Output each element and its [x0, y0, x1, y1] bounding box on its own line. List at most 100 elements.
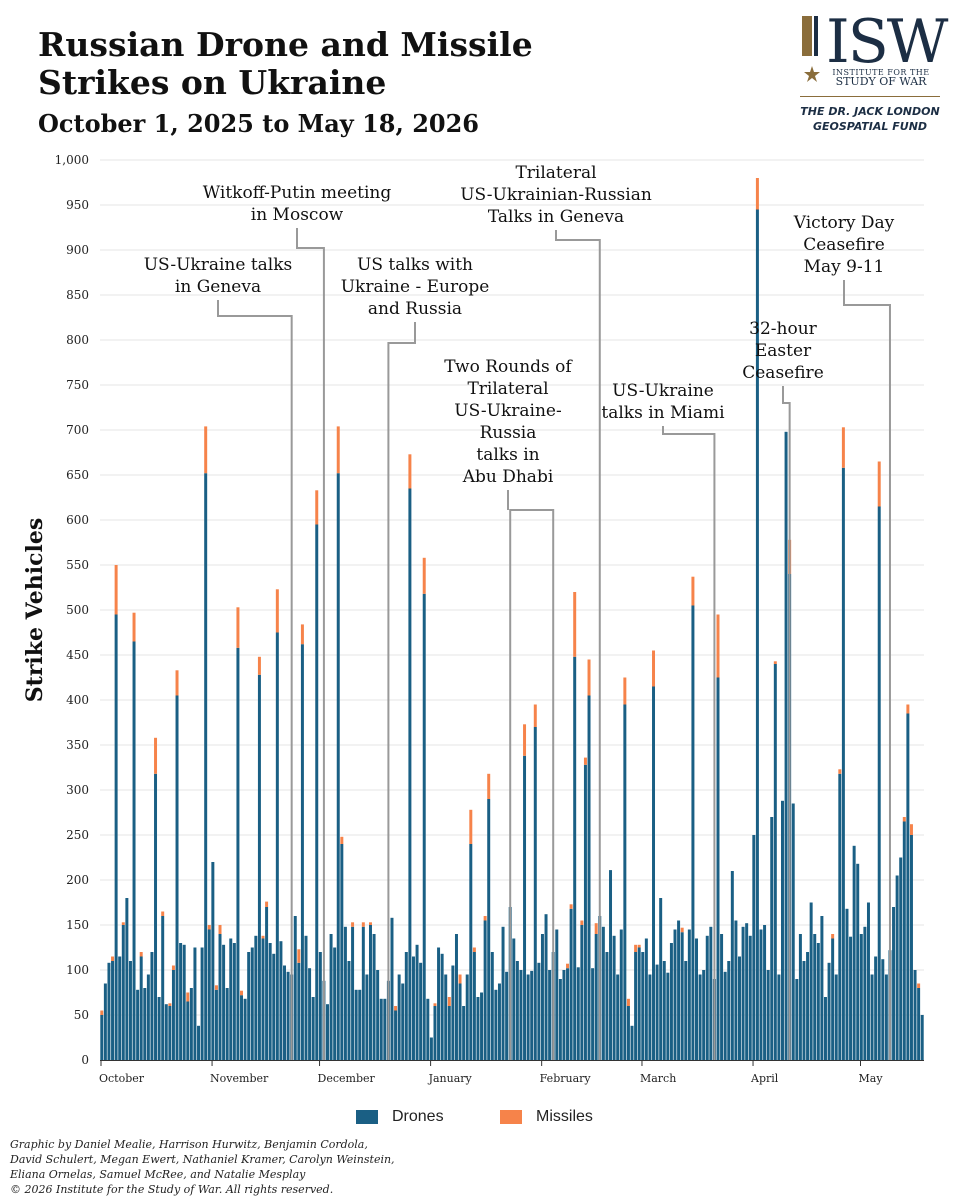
bar-drones	[497, 983, 501, 1060]
logo-fund-text: THE DR. JACK LONDON GEOSPATIAL FUND	[800, 105, 940, 133]
bar-missiles	[236, 607, 240, 648]
bar-drones	[583, 764, 587, 1060]
bar-drones	[802, 961, 806, 1060]
y-tick-label: 50	[74, 1008, 89, 1022]
bar-missiles	[594, 923, 598, 934]
bar-drones	[899, 857, 903, 1060]
bar-drones	[920, 1015, 924, 1060]
bar-drones	[655, 964, 659, 1060]
legend-swatch-drones	[356, 1110, 378, 1124]
bar-missiles	[315, 490, 319, 525]
bar-drones	[354, 989, 358, 1060]
bar-missiles	[433, 1003, 437, 1006]
bar-drones	[849, 936, 853, 1060]
annotation-line	[662, 426, 716, 1060]
bar-drones	[566, 968, 570, 1060]
bar-drones	[161, 916, 165, 1060]
y-tick-label: 300	[66, 783, 89, 797]
page-subtitle: October 1, 2025 to May 18, 2026	[38, 109, 479, 138]
bar-missiles	[408, 454, 412, 489]
y-tick-label: 250	[66, 828, 89, 842]
bar-drones	[268, 943, 272, 1060]
bar-drones	[261, 938, 265, 1060]
bar-drones	[748, 935, 752, 1060]
bar-drones	[820, 916, 824, 1060]
bar-drones	[866, 902, 870, 1060]
bar-drones	[573, 656, 577, 1060]
bar-drones	[641, 952, 645, 1060]
bar-drones	[816, 943, 820, 1060]
bar-drones	[340, 844, 344, 1060]
y-tick-label: 450	[66, 648, 89, 662]
bar-drones	[626, 1006, 630, 1060]
bar-drones	[472, 952, 476, 1060]
bar-drones	[537, 962, 541, 1060]
bar-drones	[150, 952, 154, 1060]
bar-missiles	[472, 947, 476, 952]
bar-drones	[118, 956, 122, 1060]
y-tick-label: 200	[66, 873, 89, 887]
bar-drones	[555, 929, 559, 1060]
bar-drones	[197, 1025, 201, 1060]
bar-missiles	[487, 773, 491, 799]
bar-drones	[558, 979, 562, 1060]
bar-drones	[623, 704, 627, 1060]
annotation-line	[217, 300, 293, 1060]
bar-drones	[705, 935, 709, 1060]
legend-label-drones: Drones	[392, 1108, 444, 1125]
bar-missiles	[207, 925, 211, 930]
bar-drones	[881, 959, 885, 1060]
x-tick-label: December	[318, 1072, 376, 1085]
bar-drones	[591, 968, 595, 1060]
bar-drones	[874, 956, 878, 1060]
annotation-line	[296, 228, 325, 1060]
bar-drones	[652, 686, 656, 1060]
y-tick-label: 950	[66, 198, 89, 212]
bar-drones	[168, 1006, 172, 1060]
bar-drones	[469, 844, 473, 1060]
bar-drones	[279, 941, 283, 1060]
bar-drones	[214, 989, 218, 1060]
bar-drones	[365, 974, 369, 1060]
bar-missiles	[154, 737, 158, 774]
y-tick-label: 600	[66, 513, 89, 527]
bar-drones	[490, 952, 494, 1060]
bar-missiles	[361, 922, 365, 927]
bar-missiles	[422, 557, 426, 594]
bar-drones	[716, 677, 720, 1060]
bar-drones	[107, 962, 111, 1060]
bar-missiles	[566, 963, 570, 969]
bar-missiles	[637, 944, 641, 948]
bar-drones	[540, 934, 544, 1060]
bar-drones	[569, 908, 573, 1060]
bar-drones	[182, 944, 186, 1060]
bar-drones	[759, 929, 763, 1060]
bar-missiles	[841, 427, 845, 468]
bar-drones	[763, 925, 767, 1060]
bar-drones	[687, 929, 691, 1060]
bar-drones	[368, 925, 372, 1060]
chart-legend: Drones Missiles	[0, 1106, 960, 1128]
bar-drones	[480, 992, 484, 1060]
bar-drones	[358, 989, 362, 1060]
bar-drones	[275, 632, 279, 1060]
bar-drones	[304, 935, 308, 1060]
bar-drones	[892, 907, 896, 1060]
bar-drones	[390, 917, 394, 1060]
bar-drones	[408, 488, 412, 1060]
logo-institute-text: INSTITUTE FOR THE	[832, 68, 930, 77]
bar-drones	[433, 1006, 437, 1060]
bar-drones	[476, 997, 480, 1060]
bar-drones	[257, 674, 261, 1060]
bar-drones	[254, 935, 258, 1060]
bar-drones	[827, 962, 831, 1060]
annotation-line	[843, 280, 891, 1060]
annotation-label: 32-hour Easter Ceasefire	[742, 319, 824, 383]
bar-drones	[684, 961, 688, 1060]
bar-missiles	[161, 911, 165, 916]
bar-drones	[791, 803, 795, 1060]
bar-drones	[838, 773, 842, 1060]
bar-missiles	[573, 592, 577, 657]
bar-drones	[401, 983, 405, 1060]
bar-drones	[308, 968, 312, 1060]
